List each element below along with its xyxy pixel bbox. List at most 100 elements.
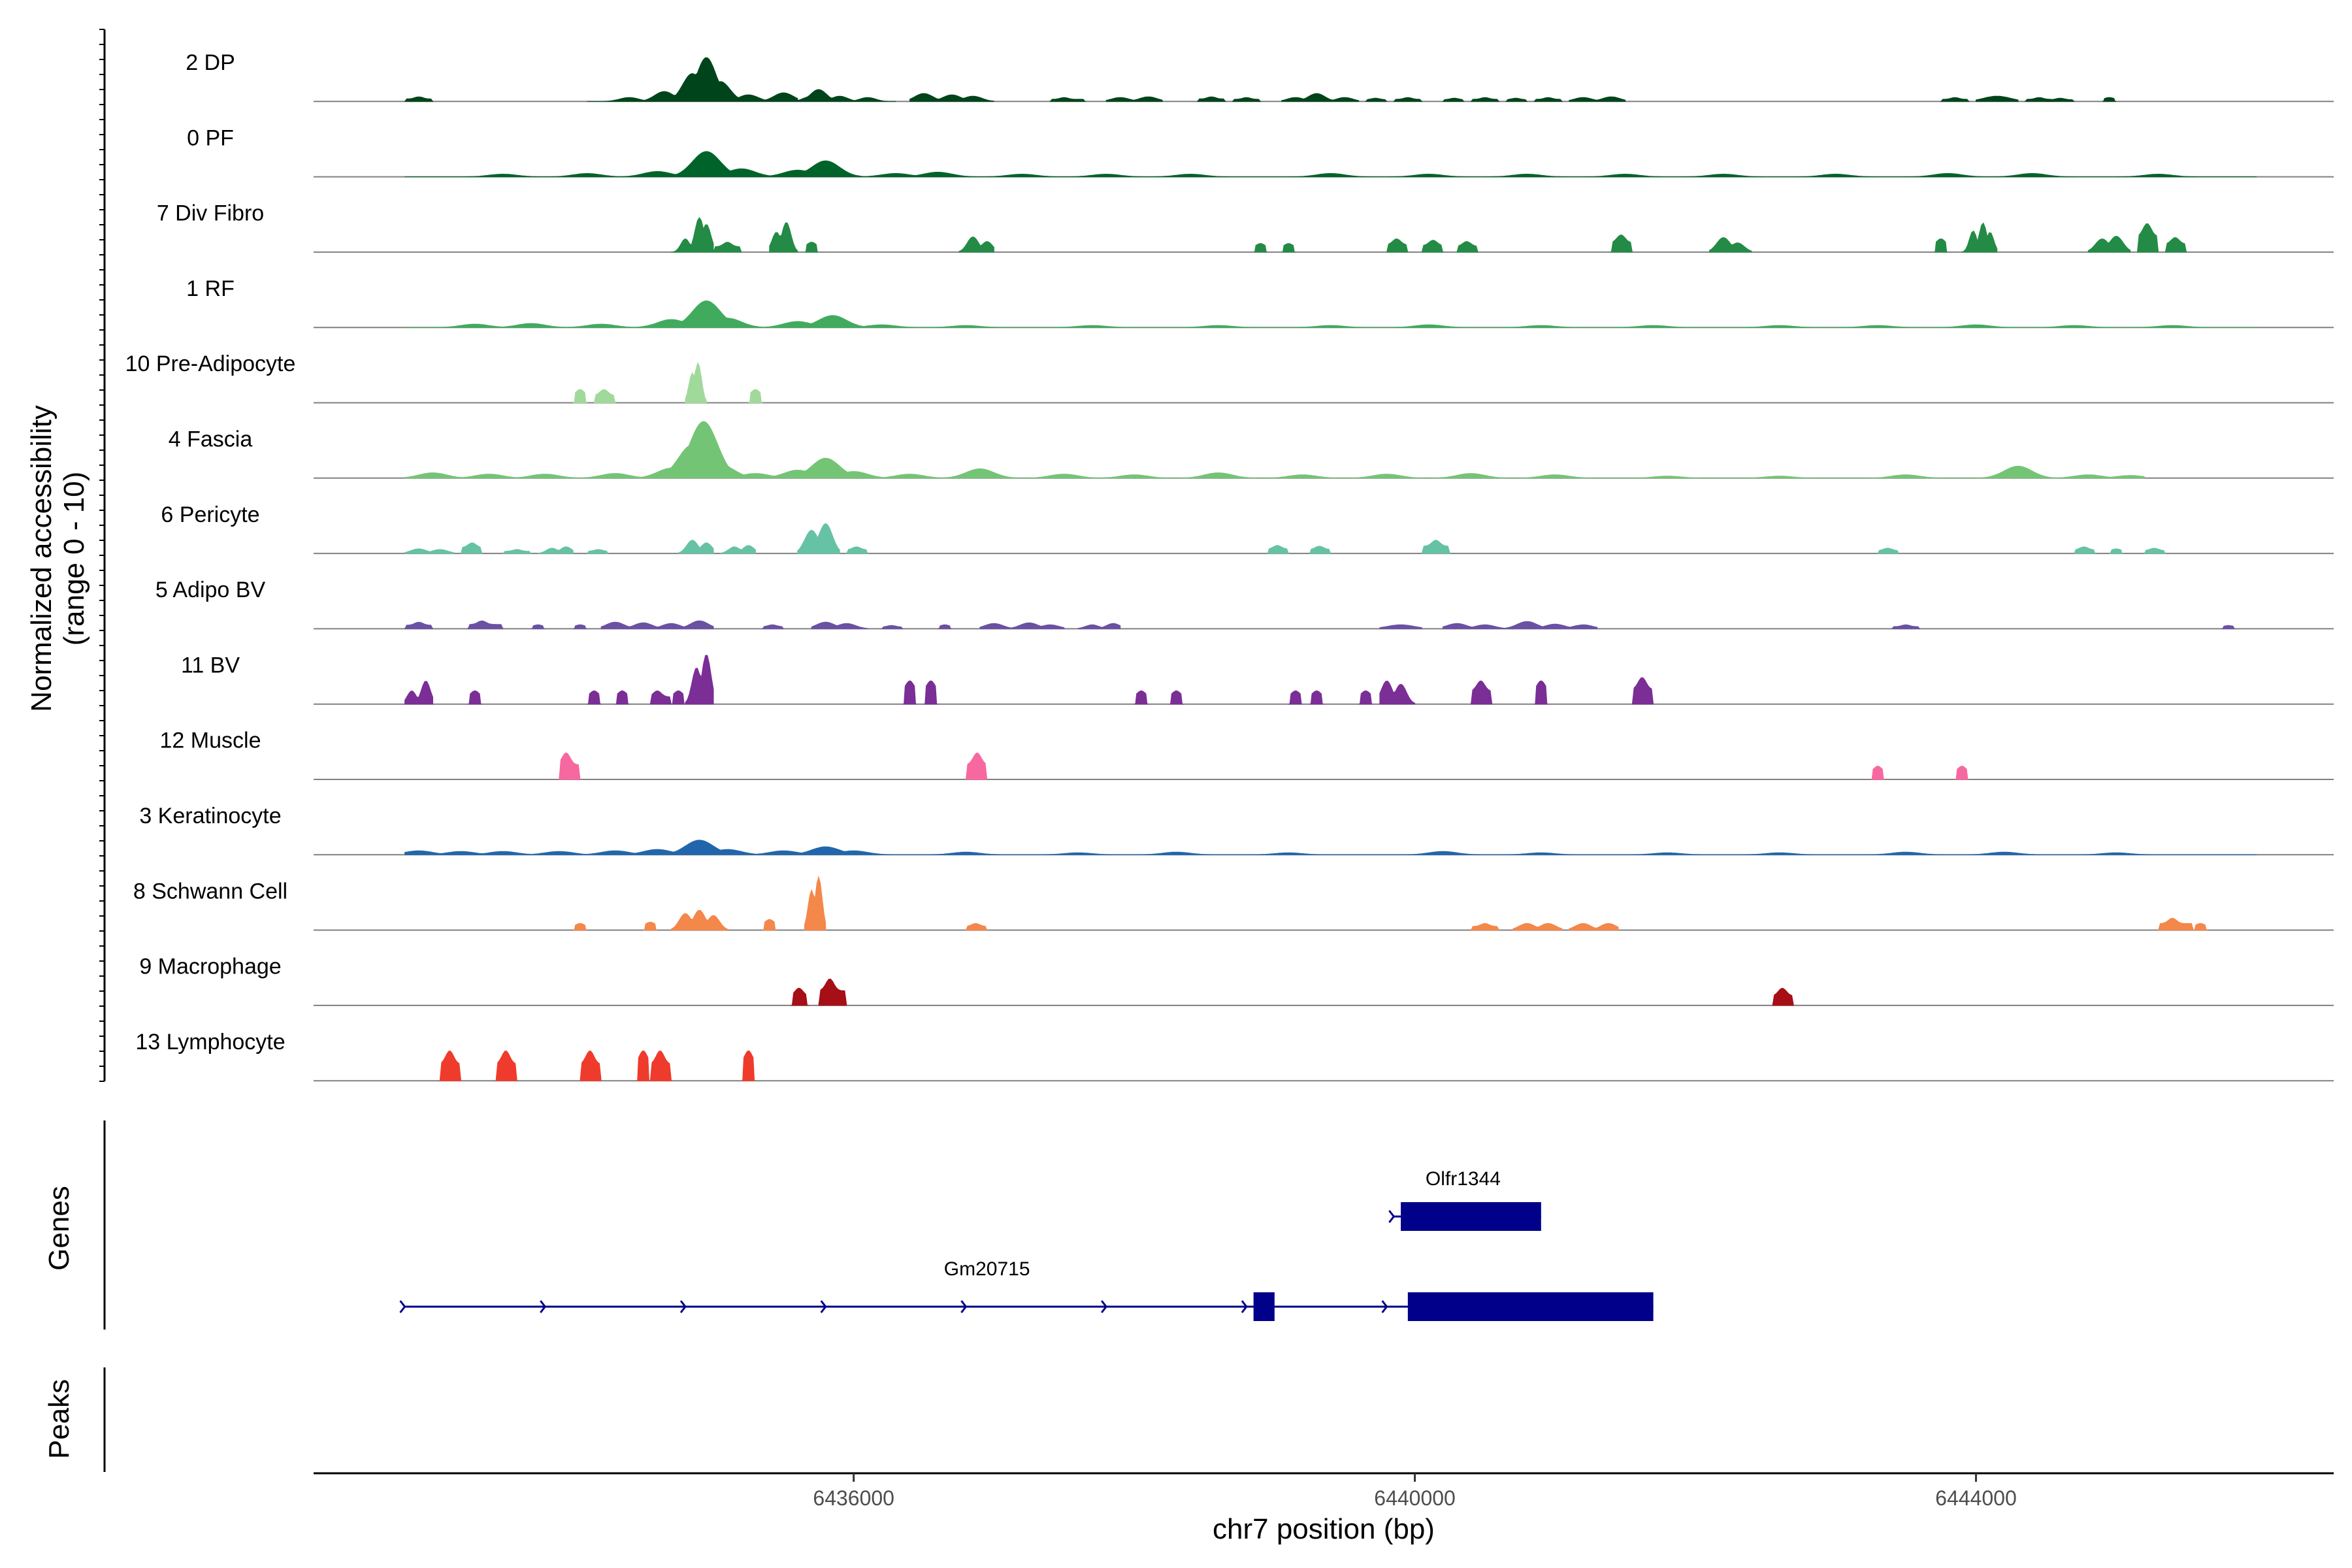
track-4-fascia: 4 Fascia (169, 421, 2334, 479)
coverage-area (1077, 623, 1121, 629)
coverage-area (2144, 547, 2166, 554)
coverage-area (1393, 97, 1423, 102)
track-label: 3 Keratinocyte (139, 804, 281, 828)
peaks-track-label: Peaks (43, 1379, 75, 1459)
coverage-area (538, 546, 574, 554)
strand-arrow (399, 1300, 406, 1313)
coverage-area (1379, 624, 1422, 629)
coverage-area (468, 690, 482, 705)
coverage-area (573, 624, 587, 629)
coverage-area (643, 921, 658, 931)
coverage-area (979, 622, 1065, 629)
coverage-area (593, 389, 616, 403)
coverage-area (1049, 97, 1086, 102)
peaks-track: Peaks (43, 1367, 106, 1472)
track-0-pf: 0 PF (187, 125, 2334, 178)
coverage-area (1169, 690, 1184, 705)
coverage-area (1232, 97, 1262, 102)
coverage-area (404, 840, 2257, 855)
coverage-area (587, 57, 798, 102)
coverage-area (797, 89, 896, 102)
coverage-area (1891, 624, 1921, 629)
coverage-area (1934, 238, 1948, 253)
coverage-area (1309, 546, 1331, 554)
coverage-area (720, 545, 756, 554)
coverage-area (404, 151, 2257, 178)
x-axis: 6436000 6440000 6444000 (314, 1472, 2334, 1510)
coverage-area (1443, 621, 1598, 629)
coverage-area (1134, 690, 1149, 705)
coverage-area (1379, 680, 1416, 705)
gene-label: Gm20715 (944, 1258, 1030, 1280)
coverage-area (938, 624, 952, 629)
coverage-area (811, 621, 868, 629)
coverage-area (958, 236, 994, 253)
coverage-area (965, 752, 988, 780)
y-axis-title-line2: (range 0 - 10) (58, 472, 90, 646)
coverage-area (2109, 548, 2123, 554)
track-12-muscle: 12 Muscle (160, 728, 2334, 780)
coverage-area (1976, 95, 2019, 102)
coverage-area (1610, 235, 1633, 253)
coverage-area (1288, 690, 1303, 705)
track-label: 11 BV (181, 653, 240, 678)
coverage-area (2193, 923, 2208, 931)
track-label: 0 PF (187, 125, 234, 150)
coverage-area (1772, 988, 1794, 1006)
coverage-area (1281, 243, 1296, 253)
coverage-area (1386, 238, 1409, 253)
coverage-area (1470, 97, 1500, 102)
coverage-area (404, 548, 455, 554)
track-13-lymphocyte: 13 Lymphocyte (135, 1030, 2334, 1082)
coverage-area (404, 681, 433, 705)
gene-label: Olfr1344 (1426, 1168, 1501, 1190)
gene-gm20715: Gm20715 (399, 1258, 1654, 1321)
coverage-area (1961, 222, 1998, 253)
coverage-area (762, 624, 785, 629)
coverage-area (1877, 547, 1900, 554)
coverage-area (1421, 240, 1444, 253)
coverage-area (559, 752, 581, 780)
coverage-area (573, 923, 587, 931)
coverage-area (1534, 680, 1548, 705)
strand-arrow (1241, 1300, 1248, 1313)
coverage-area (671, 216, 714, 253)
track-11-bv: 11 BV (181, 653, 2334, 705)
coverage-area (2136, 223, 2159, 253)
coverage-area (804, 875, 826, 931)
strand-arrow (820, 1300, 827, 1313)
track-8-schwann-cell: 8 Schwann Cell (133, 875, 2334, 931)
strand-arrow (960, 1300, 968, 1313)
x-tick-label: 6440000 (1374, 1486, 1456, 1510)
coverage-area (791, 988, 809, 1006)
coverage-area (531, 624, 546, 629)
track-6-pericyte: 6 Pericyte (161, 502, 2334, 555)
x-tick-label: 6444000 (1935, 1486, 2017, 1510)
strand-arrow (679, 1300, 687, 1313)
coverage-area (748, 389, 763, 403)
coverage-area (1569, 923, 1619, 931)
coverage-area (404, 96, 434, 102)
coverage-area (1196, 96, 1226, 102)
coverage-area (1267, 545, 1290, 554)
coverage-area (1569, 96, 1626, 102)
coverage-area (1505, 97, 1528, 102)
track-label: 9 Macrophage (139, 955, 281, 979)
y-axis-title: Normalized accessibility (range 0 - 10) (25, 405, 90, 711)
y-axis-title-line1: Normalized accessibility (25, 405, 57, 711)
coverage-area (2087, 235, 2131, 253)
coverage-area (649, 1051, 672, 1081)
x-tick-label: 6436000 (813, 1486, 894, 1510)
coverage-area (881, 625, 904, 629)
track-label: 12 Muscle (160, 728, 261, 753)
x-axis-title: chr7 position (bp) (1213, 1513, 1435, 1545)
track-label: 2 DP (186, 50, 235, 75)
gene-exon (1407, 1292, 1654, 1321)
coverage-area (804, 242, 819, 253)
track-1-rf: 1 RF (186, 276, 2334, 329)
coverage-area (1533, 97, 1563, 102)
coverage-area (1365, 97, 1388, 102)
coverage-area (671, 690, 685, 705)
coverage-area (2045, 97, 2076, 102)
strand-arrow (1100, 1300, 1108, 1313)
